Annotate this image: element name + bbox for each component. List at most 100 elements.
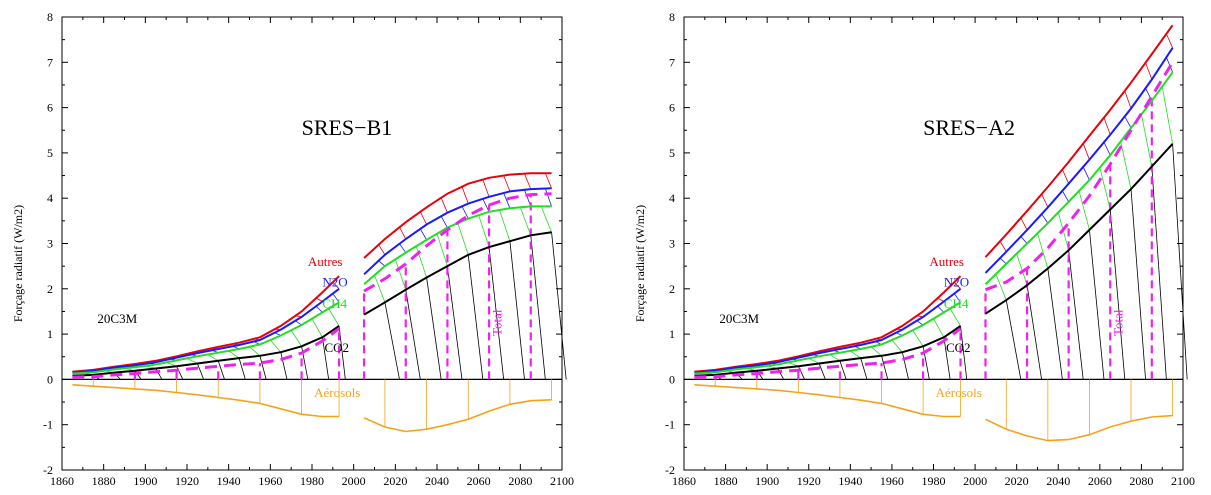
y-tick-label: 8 (669, 10, 675, 24)
series-line-total (363, 192, 552, 293)
ch4-hatch (808, 357, 820, 364)
autres-hatch (999, 241, 1007, 252)
ch4-hatch (394, 259, 407, 290)
x-tick-label: 1880 (92, 474, 116, 488)
x-tick-label: 2080 (508, 474, 532, 488)
series-line-arosols (72, 384, 340, 418)
y-axis-label: Forçage radiatif (W/m2) (633, 205, 647, 322)
co2-hatch (322, 337, 330, 380)
x-tick-label: 2060 (1088, 474, 1112, 488)
ch4-hatch (1016, 253, 1028, 286)
series-line-total (72, 327, 340, 379)
ch4-hatch (290, 330, 302, 347)
n2o-hatch (503, 192, 511, 209)
label-aerosols: Aérosols (936, 385, 982, 400)
y-tick-label: 7 (669, 55, 675, 69)
autres-hatch (1103, 117, 1111, 135)
co2-hatch (901, 352, 909, 380)
plot-frame (683, 16, 1184, 471)
series-line-ch4 (984, 71, 1174, 286)
ch4-hatch (311, 318, 323, 338)
co2-hatch (551, 232, 567, 380)
co2-hatch (1151, 166, 1167, 380)
x-tick-label: 1960 (880, 474, 904, 488)
x-tick-label: 1860 (672, 474, 696, 488)
panel-title: SRES−B1 (302, 115, 393, 140)
x-tick-label: 1920 (797, 474, 821, 488)
y-tick-label: 6 (47, 101, 53, 115)
series-line-co2 (694, 325, 962, 377)
ch4-hatch (374, 275, 386, 303)
series-line-n2o (694, 288, 962, 374)
ch4-hatch (1141, 114, 1153, 167)
autres-hatch (482, 179, 490, 197)
x-tick-label: 2060 (467, 474, 491, 488)
ch4-hatch (228, 350, 240, 359)
autres-hatch (544, 173, 552, 189)
co2-hatch (426, 277, 442, 380)
label-total: Total (490, 309, 505, 336)
series-line-total (984, 61, 1174, 292)
autres-hatch (1041, 193, 1049, 208)
co2-hatch (384, 302, 400, 380)
n2o-hatch (1041, 213, 1049, 224)
y-tick-label: 0 (669, 372, 675, 386)
y-tick-label: 2 (669, 282, 675, 296)
series-line-n2o (363, 187, 552, 276)
autres-hatch (937, 297, 945, 302)
x-tick-label: 2100 (1171, 474, 1195, 488)
label-total: Total (1111, 309, 1126, 336)
n2o-hatch (953, 293, 961, 303)
x-tick-label: 1920 (175, 474, 199, 488)
series-line-co2 (984, 143, 1174, 315)
label-autres: Autres (308, 254, 343, 269)
n2o-hatch (1124, 116, 1132, 129)
y-tick-label: 5 (669, 146, 675, 160)
co2-hatch (860, 357, 868, 380)
ch4-hatch (891, 339, 903, 353)
n2o-hatch (1082, 166, 1090, 181)
ch4-hatch (328, 308, 340, 327)
autres-hatch (419, 211, 427, 225)
historical-segment (72, 275, 346, 418)
ch4-hatch (249, 346, 261, 357)
ch4-hatch (478, 215, 490, 248)
ch4-hatch (850, 350, 861, 359)
co2-hatch (1089, 229, 1105, 380)
series-line-n2o (72, 288, 340, 374)
ch4-hatch (1099, 167, 1111, 210)
autres-hatch (440, 197, 448, 213)
ch4-hatch (949, 308, 961, 327)
ch4-hatch (519, 207, 532, 236)
series-line-arosols (694, 384, 961, 418)
label-co2: CO2 (946, 340, 971, 355)
co2-hatch (405, 289, 421, 380)
co2-hatch (447, 266, 463, 380)
co2-hatch (509, 241, 525, 380)
x-tick-label: 1980 (300, 474, 324, 488)
label-20c3m: 20C3M (719, 311, 759, 326)
n2o-hatch (1103, 142, 1111, 156)
n2o-hatch (1020, 236, 1028, 244)
co2-hatch (1047, 268, 1063, 380)
ch4-hatch (1120, 141, 1132, 190)
y-tick-label: 1 (47, 327, 53, 341)
ch4-hatch (995, 273, 1007, 301)
co2-hatch (797, 366, 805, 380)
co2-hatch (1005, 300, 1022, 380)
label-co2: CO2 (325, 340, 350, 355)
y-tick-label: 1 (669, 327, 675, 341)
x-tick-label: 1940 (217, 474, 241, 488)
y-tick-label: 2 (47, 282, 53, 296)
ch4-hatch (415, 246, 427, 278)
x-tick-label: 2080 (1129, 474, 1153, 488)
co2-hatch (1109, 209, 1126, 380)
scenario-segment (984, 24, 1188, 442)
x-tick-label: 1980 (922, 474, 946, 488)
y-tick-label: 6 (669, 101, 675, 115)
n2o-hatch (1062, 190, 1069, 203)
n2o-hatch (378, 260, 386, 267)
x-tick-label: 1880 (714, 474, 738, 488)
co2-hatch (1026, 285, 1043, 380)
